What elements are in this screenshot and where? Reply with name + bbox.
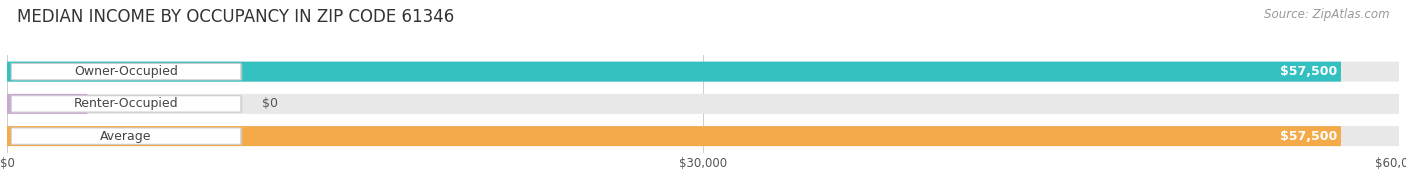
FancyBboxPatch shape [7, 94, 87, 114]
Text: MEDIAN INCOME BY OCCUPANCY IN ZIP CODE 61346: MEDIAN INCOME BY OCCUPANCY IN ZIP CODE 6… [17, 8, 454, 26]
Text: Owner-Occupied: Owner-Occupied [75, 65, 179, 78]
Text: Source: ZipAtlas.com: Source: ZipAtlas.com [1264, 8, 1389, 21]
FancyBboxPatch shape [7, 94, 1399, 114]
FancyBboxPatch shape [13, 128, 243, 145]
Text: Renter-Occupied: Renter-Occupied [73, 97, 179, 110]
FancyBboxPatch shape [11, 128, 240, 144]
FancyBboxPatch shape [7, 126, 1341, 146]
FancyBboxPatch shape [7, 126, 1399, 146]
FancyBboxPatch shape [7, 62, 1341, 82]
Text: Average: Average [100, 130, 152, 143]
FancyBboxPatch shape [7, 62, 1399, 82]
FancyBboxPatch shape [11, 64, 240, 80]
Text: $57,500: $57,500 [1279, 65, 1337, 78]
Text: $0: $0 [262, 97, 278, 110]
FancyBboxPatch shape [13, 96, 243, 113]
FancyBboxPatch shape [13, 64, 243, 80]
FancyBboxPatch shape [11, 96, 240, 112]
Text: $57,500: $57,500 [1279, 130, 1337, 143]
